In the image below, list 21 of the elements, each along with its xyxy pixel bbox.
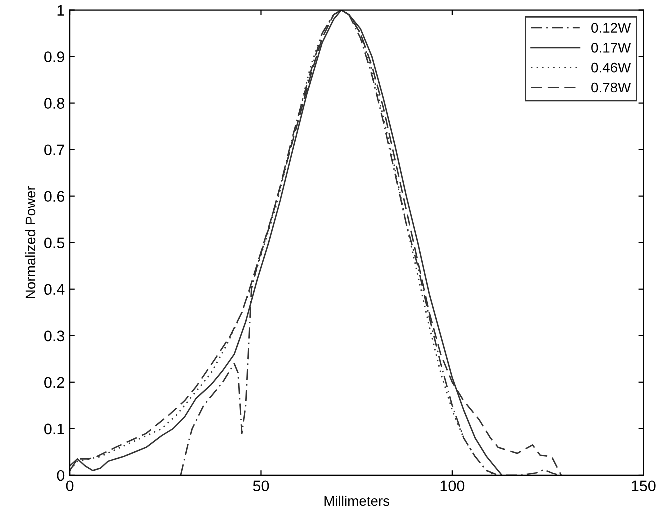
y-tick-label: 0.3 — [44, 330, 65, 342]
legend-label: 0.46W — [592, 62, 632, 73]
x-tick-label: 0 — [66, 480, 74, 492]
legend-label: 0.17W — [592, 43, 632, 53]
y-tick-label: 1 — [58, 5, 64, 16]
y-tick-label: 0.5 — [44, 238, 65, 249]
x-axis-title: Millimeters — [324, 496, 390, 506]
y-tick-label: 0.6 — [44, 191, 65, 202]
y-tick-label: 0.4 — [44, 284, 65, 296]
x-tick-label: 150 — [632, 480, 656, 492]
y-tick-label: 0 — [57, 470, 65, 482]
y-tick-label: 0.1 — [44, 424, 64, 435]
legend-label: 0.78W — [592, 82, 632, 93]
legend-label: 0.12W — [592, 23, 632, 33]
y-axis-title: Normalized Power — [25, 186, 36, 298]
y-tick-label: 0.2 — [44, 377, 64, 388]
y-tick-label: 0.8 — [44, 98, 65, 109]
y-tick-label: 0.7 — [44, 144, 64, 156]
y-tick-label: 0.9 — [44, 52, 64, 62]
x-tick-label: 50 — [253, 480, 270, 492]
x-tick-label: 100 — [440, 480, 465, 492]
